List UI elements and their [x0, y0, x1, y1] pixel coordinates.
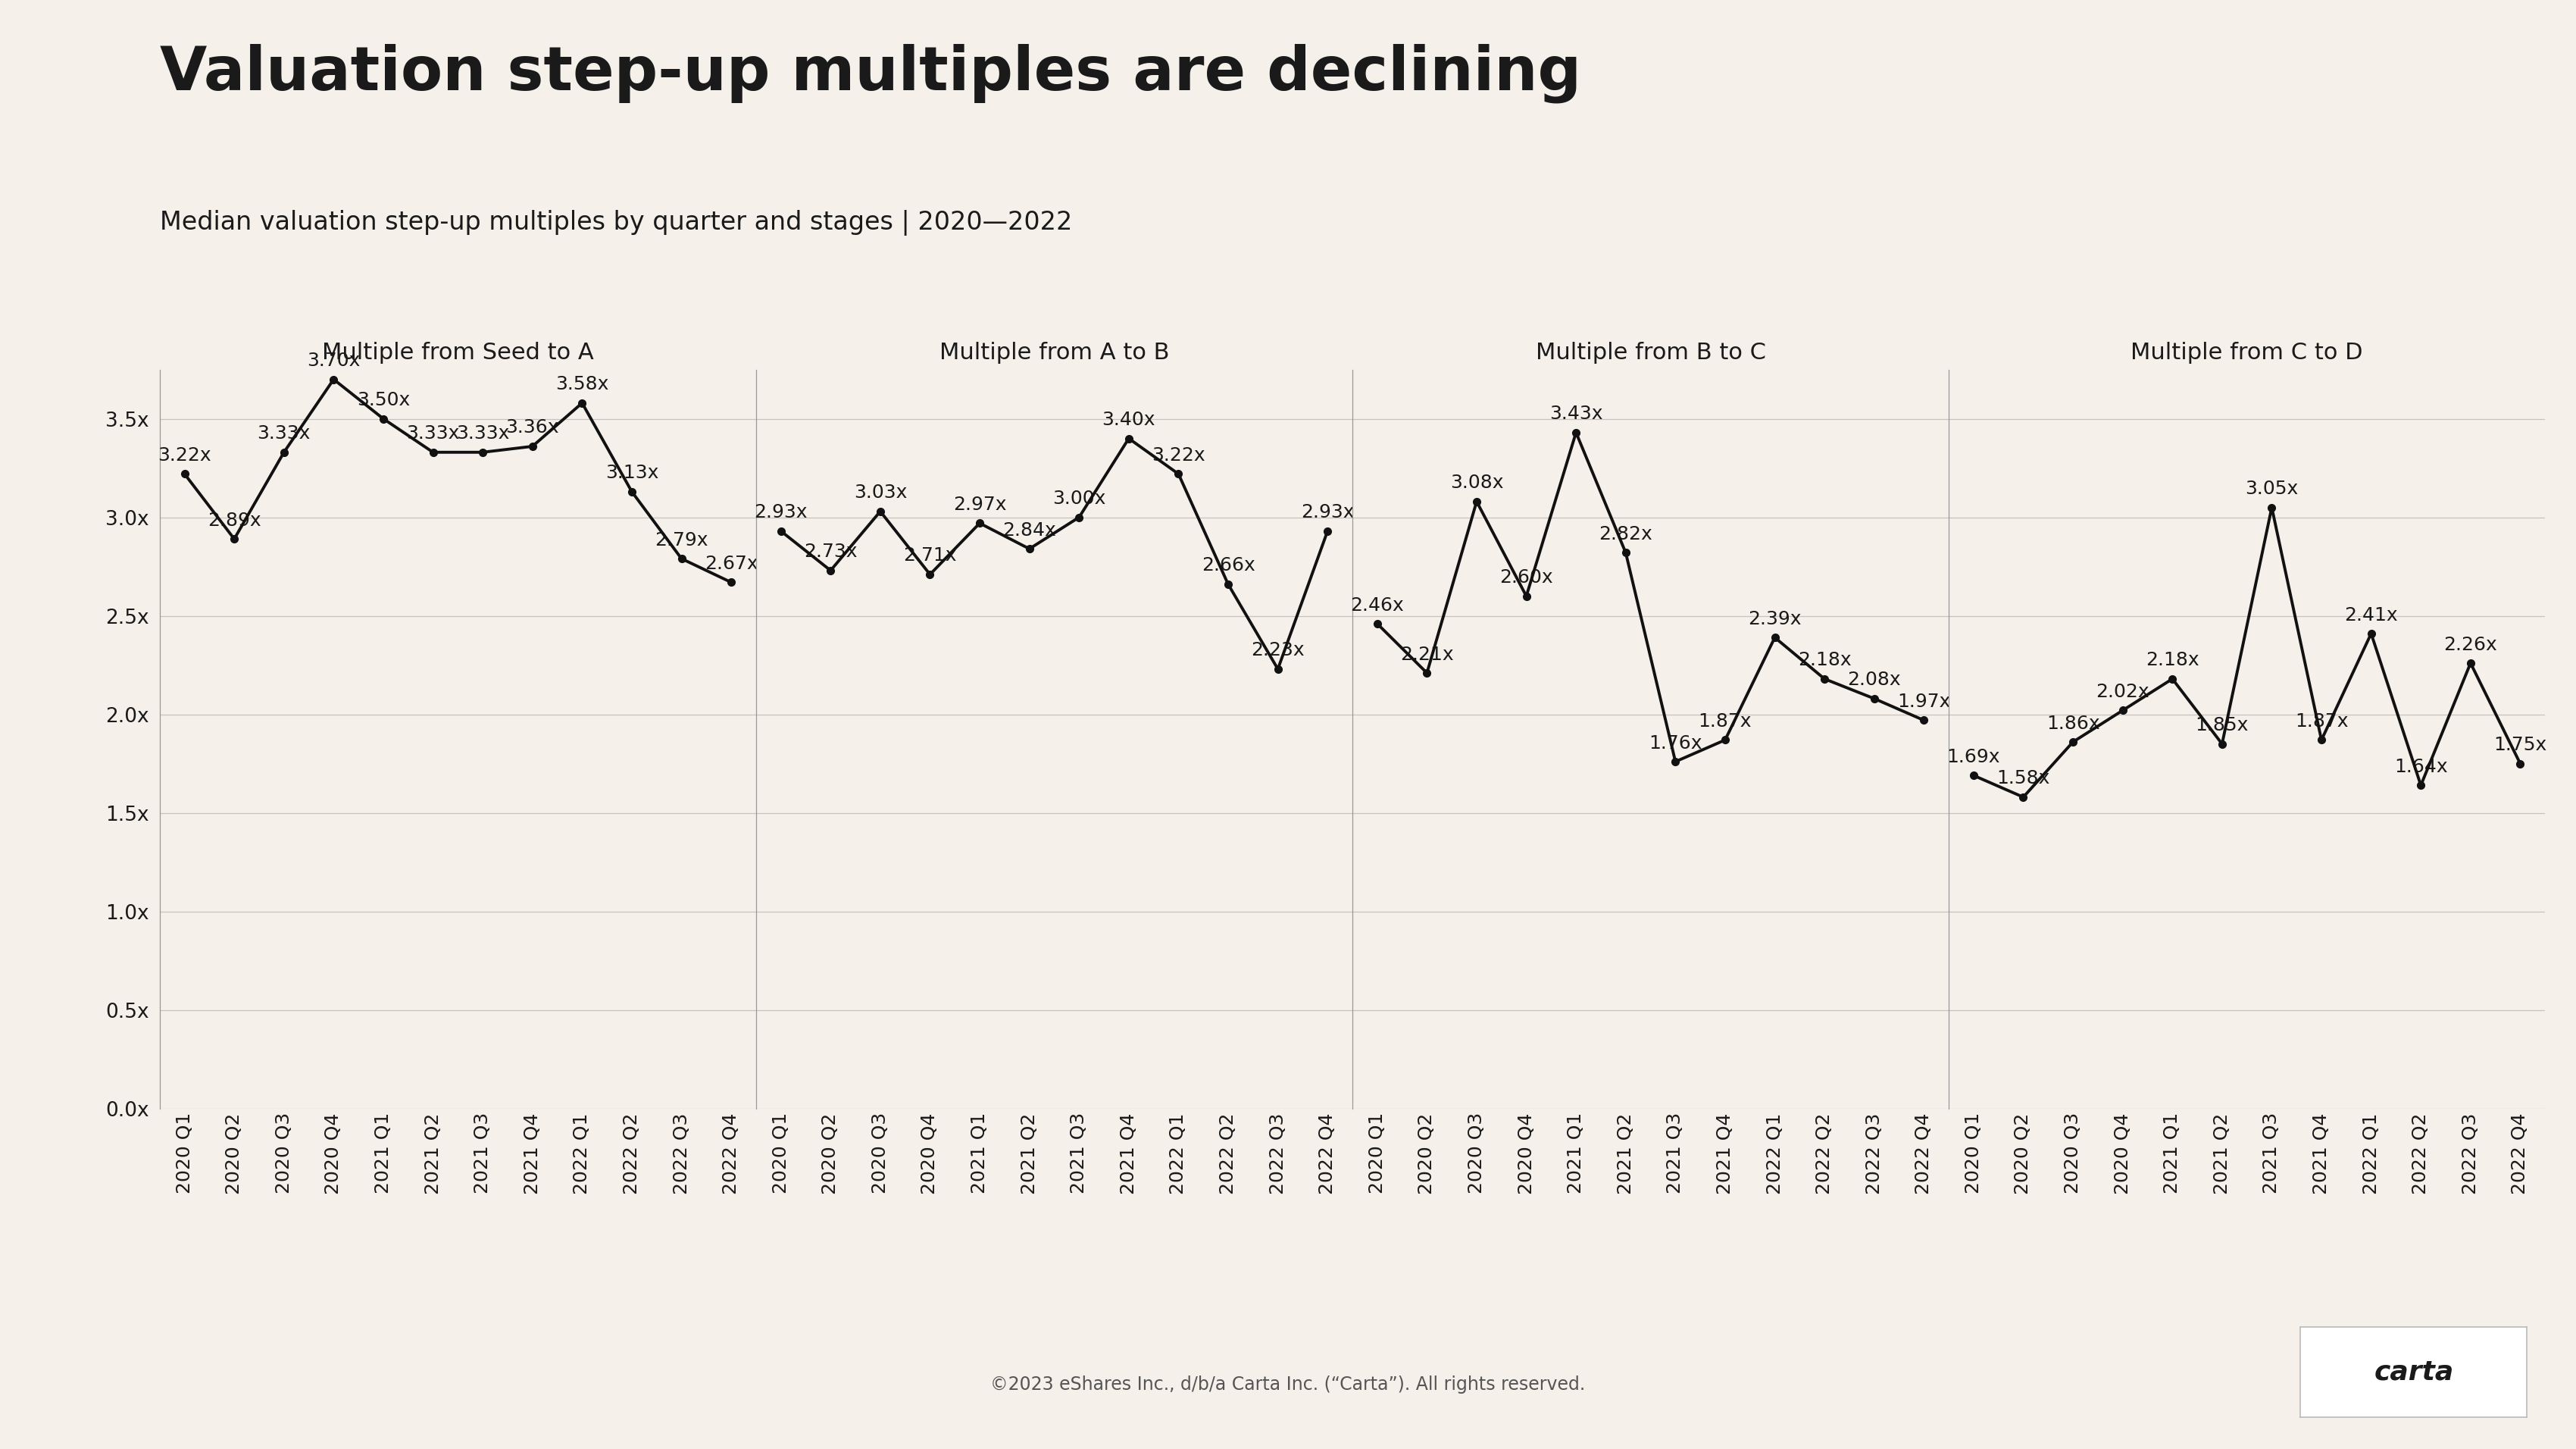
Text: 3.33x: 3.33x — [456, 425, 510, 443]
Text: 1.69x: 1.69x — [1947, 748, 2002, 767]
Text: 1.64x: 1.64x — [2393, 758, 2447, 775]
Text: 3.22x: 3.22x — [157, 446, 211, 465]
Text: 3.40x: 3.40x — [1103, 412, 1157, 429]
Text: 2.71x: 2.71x — [904, 546, 956, 565]
Text: 3.36x: 3.36x — [505, 419, 559, 438]
Text: 2.84x: 2.84x — [1002, 522, 1056, 539]
Text: 3.33x: 3.33x — [407, 425, 459, 443]
Text: 2.67x: 2.67x — [703, 555, 757, 572]
Text: carta: carta — [2375, 1359, 2452, 1385]
Text: 3.00x: 3.00x — [1054, 490, 1105, 507]
Text: 1.58x: 1.58x — [1996, 769, 2050, 788]
Title: Multiple from B to C: Multiple from B to C — [1535, 342, 1765, 364]
Text: 1.76x: 1.76x — [1649, 735, 1703, 752]
Text: Valuation step-up multiples are declining: Valuation step-up multiples are declinin… — [160, 43, 1582, 103]
Text: 3.05x: 3.05x — [2246, 480, 2298, 498]
Text: 1.75x: 1.75x — [2494, 736, 2548, 753]
Text: 2.93x: 2.93x — [755, 503, 809, 522]
Text: 2.41x: 2.41x — [2344, 606, 2398, 625]
Text: 2.08x: 2.08x — [1847, 671, 1901, 690]
Text: 3.58x: 3.58x — [556, 375, 608, 394]
Text: 2.93x: 2.93x — [1301, 503, 1355, 522]
Text: 2.82x: 2.82x — [1600, 525, 1654, 543]
Title: Multiple from Seed to A: Multiple from Seed to A — [322, 342, 595, 364]
Text: 2.18x: 2.18x — [1798, 651, 1852, 669]
Text: 2.26x: 2.26x — [2445, 636, 2496, 653]
Text: 3.03x: 3.03x — [853, 484, 907, 501]
Text: 3.43x: 3.43x — [1548, 404, 1602, 423]
Text: 2.97x: 2.97x — [953, 496, 1007, 514]
Text: ©2023 eShares Inc., d/b/a Carta Inc. (“Carta”). All rights reserved.: ©2023 eShares Inc., d/b/a Carta Inc. (“C… — [992, 1375, 1584, 1394]
Text: 1.87x: 1.87x — [1698, 713, 1752, 730]
Title: Multiple from A to B: Multiple from A to B — [940, 342, 1170, 364]
Text: 3.22x: 3.22x — [1151, 446, 1206, 465]
Text: 2.79x: 2.79x — [654, 530, 708, 549]
Text: 2.73x: 2.73x — [804, 543, 858, 561]
Text: 1.86x: 1.86x — [2045, 714, 2099, 733]
Text: 2.46x: 2.46x — [1350, 596, 1404, 614]
Text: 2.60x: 2.60x — [1499, 568, 1553, 587]
Text: 1.87x: 1.87x — [2295, 713, 2349, 730]
Text: 2.21x: 2.21x — [1401, 645, 1453, 664]
Text: 1.97x: 1.97x — [1899, 693, 1950, 711]
Text: Median valuation step-up multiples by quarter and stages | 2020—2022: Median valuation step-up multiples by qu… — [160, 210, 1072, 236]
Title: Multiple from C to D: Multiple from C to D — [2130, 342, 2362, 364]
Text: 2.23x: 2.23x — [1252, 642, 1303, 659]
Text: 3.50x: 3.50x — [355, 391, 410, 409]
Text: 2.89x: 2.89x — [209, 511, 260, 529]
Text: 3.08x: 3.08x — [1450, 474, 1504, 493]
Text: 3.33x: 3.33x — [258, 425, 312, 443]
Text: 2.18x: 2.18x — [2146, 651, 2200, 669]
Text: 2.02x: 2.02x — [2097, 682, 2148, 701]
Text: 3.70x: 3.70x — [307, 352, 361, 369]
Text: 2.39x: 2.39x — [1749, 610, 1801, 627]
Text: 1.85x: 1.85x — [2195, 716, 2249, 735]
Text: 3.13x: 3.13x — [605, 464, 659, 483]
Text: 2.66x: 2.66x — [1200, 556, 1255, 575]
